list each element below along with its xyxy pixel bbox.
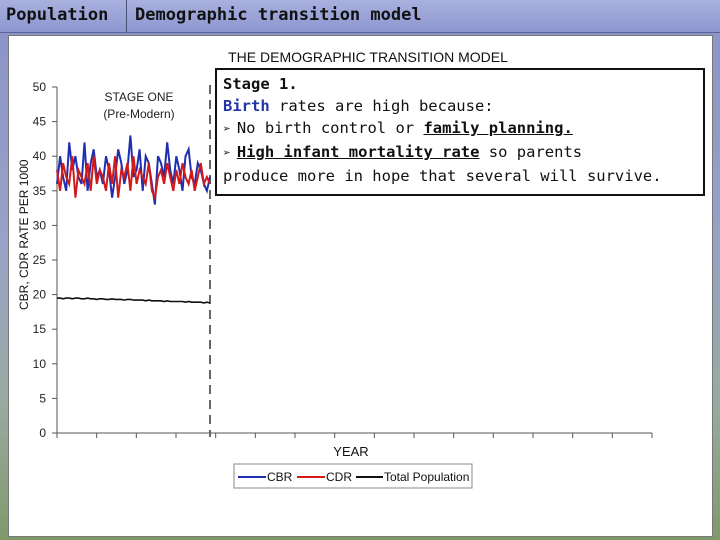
legend-box xyxy=(233,463,473,489)
bullet-1-text: No birth control or xyxy=(236,119,424,137)
y-axis-label: CBR, CDR RATE PER 1000 xyxy=(17,159,31,310)
legend: CBR CDR Total Population xyxy=(233,463,473,489)
info-line-4: produce more in hope that several will s… xyxy=(223,167,662,185)
infant-mortality-link: High infant mortality rate xyxy=(236,143,480,161)
y-tick-label: 45 xyxy=(33,115,47,129)
stage-info-box: Stage 1. Birth rates are high because: ➢… xyxy=(215,68,705,196)
bullet-2: ➢ High infant mortality rate so parents xyxy=(223,141,697,165)
family-planning-link: family planning. xyxy=(423,119,573,137)
stage-heading: Stage 1. xyxy=(223,75,298,93)
info-line-1: Birth rates are high because: xyxy=(223,95,697,117)
y-tick-label: 0 xyxy=(39,426,46,440)
bullet-1: ➢ No birth control or family planning. xyxy=(223,117,697,141)
legend-label-total: Total Population xyxy=(384,470,469,484)
tab-population-label: Population xyxy=(6,5,109,25)
y-tick-label: 25 xyxy=(33,253,47,267)
arrow-bullet-icon: ➢ xyxy=(223,122,231,137)
total-population-line xyxy=(57,297,211,304)
chart-title: THE DEMOGRAPHIC TRANSITION MODEL xyxy=(228,49,508,65)
stage-annotation: STAGE ONE (Pre-Modern) xyxy=(103,90,174,121)
y-tick-label: 50 xyxy=(33,80,47,94)
y-tick-label: 5 xyxy=(39,391,46,405)
y-tick-label: 40 xyxy=(33,149,47,163)
plot-area: 0 5 10 15 20 25 30 35 40 45 50 xyxy=(33,80,653,440)
arrow-bullet-icon: ➢ xyxy=(223,146,231,161)
cdr-line xyxy=(56,156,211,202)
header-bar: Population Demographic transition model xyxy=(0,0,720,33)
slide-title: Demographic transition model xyxy=(135,5,422,25)
legend-label-cdr: CDR xyxy=(326,470,352,484)
legend-label-cbr: CBR xyxy=(267,470,293,484)
birth-word: Birth xyxy=(223,97,270,115)
line1-rest: rates are high because: xyxy=(269,97,494,115)
bullet-2-rest: so parents xyxy=(479,143,583,161)
y-tick-label: 15 xyxy=(33,322,47,336)
stage-sublabel: (Pre-Modern) xyxy=(103,107,174,121)
x-axis-label: YEAR xyxy=(333,444,368,459)
y-tick-label: 10 xyxy=(33,357,47,371)
y-tick-label: 20 xyxy=(33,288,47,302)
stage-label: STAGE ONE xyxy=(104,90,173,104)
y-tick-label: 30 xyxy=(33,218,47,232)
tab-population[interactable]: Population xyxy=(0,0,127,32)
y-tick-label: 35 xyxy=(33,184,47,198)
cbr-line xyxy=(56,135,211,205)
